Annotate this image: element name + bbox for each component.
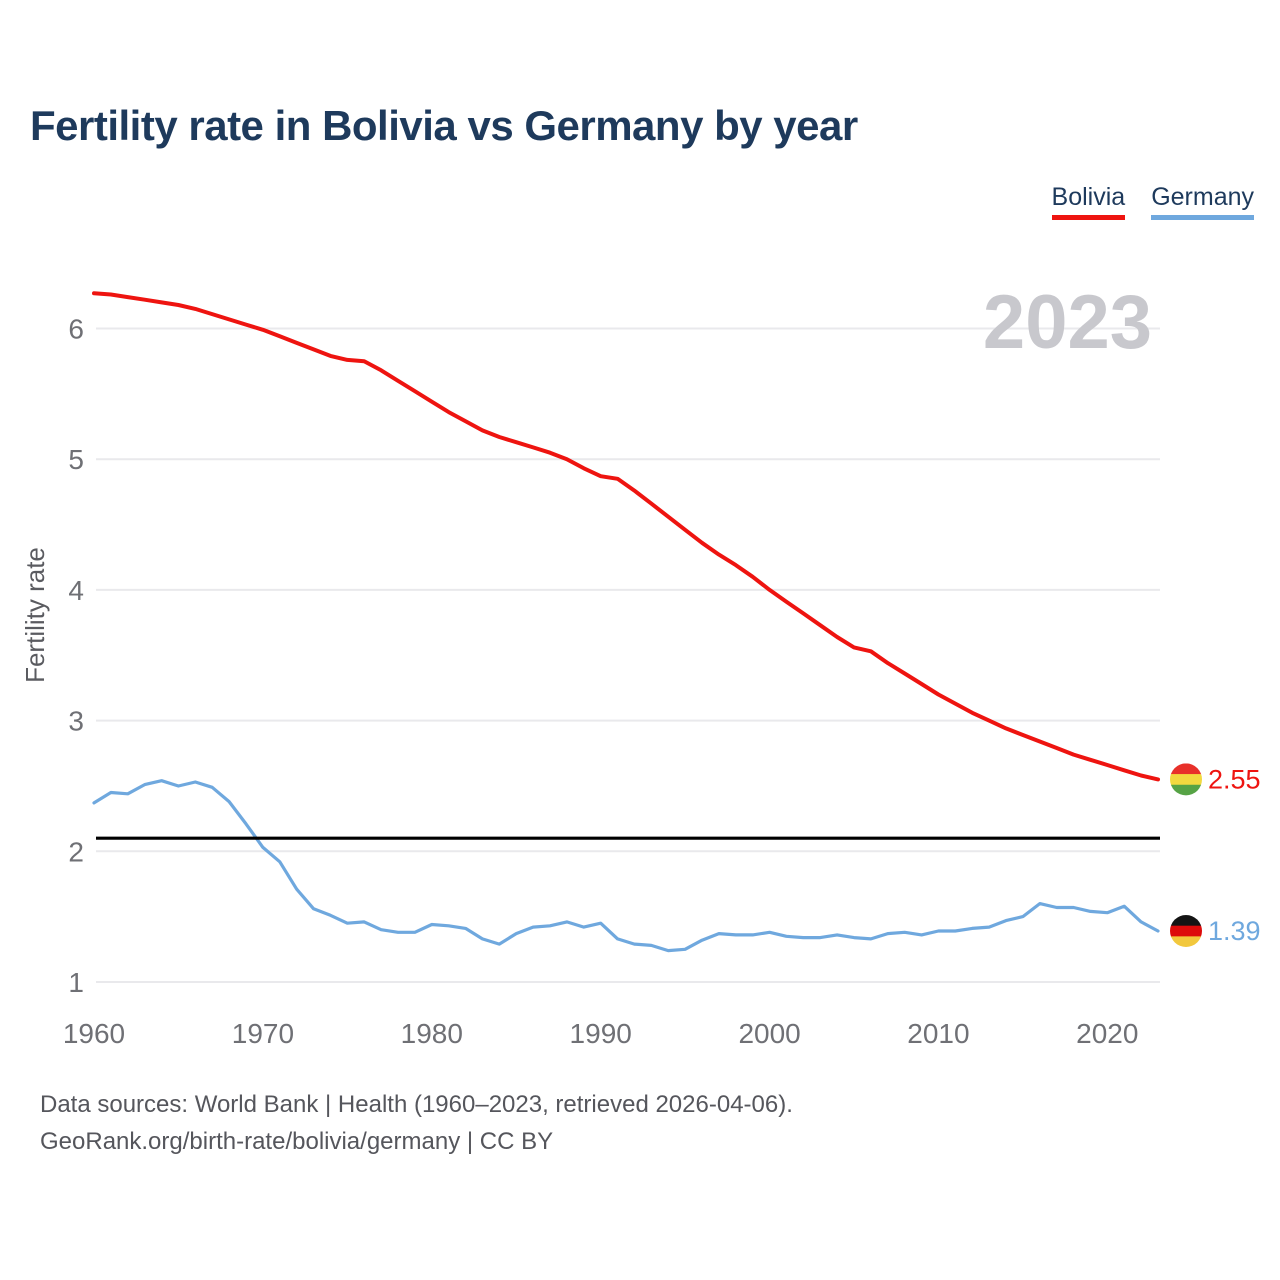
watermark-year: 2023 bbox=[983, 280, 1152, 365]
bolivia-flag-icon bbox=[1170, 763, 1202, 796]
x-tick-label-2000: 2000 bbox=[738, 1018, 800, 1049]
legend-item-germany[interactable]: Germany bbox=[1151, 183, 1254, 220]
y-tick-label-5: 5 bbox=[68, 444, 84, 475]
chart-title: Fertility rate in Bolivia vs Germany by … bbox=[30, 102, 858, 149]
x-tick-label-1980: 1980 bbox=[401, 1018, 463, 1049]
x-tick-label-2020: 2020 bbox=[1076, 1018, 1138, 1049]
x-tick-label-1990: 1990 bbox=[570, 1018, 632, 1049]
y-tick-label-4: 4 bbox=[68, 575, 84, 606]
y-tick-label-3: 3 bbox=[68, 706, 84, 737]
germany-flag-icon bbox=[1170, 915, 1202, 947]
legend-label-germany: Germany bbox=[1151, 183, 1254, 211]
legend: Bolivia Germany bbox=[1051, 183, 1254, 220]
footer: Data sources: World Bank | Health (1960–… bbox=[40, 1086, 793, 1160]
germany-line[interactable] bbox=[92, 779, 1160, 953]
footer-sources-line: Data sources: World Bank | Health (1960–… bbox=[40, 1091, 793, 1118]
x-tick-label-1960: 1960 bbox=[63, 1018, 125, 1049]
y-tick-label-6: 6 bbox=[68, 314, 84, 345]
y-tick-label-1: 1 bbox=[68, 967, 84, 998]
germany-end-value: 1.39 bbox=[1208, 916, 1261, 946]
bolivia-end-value: 2.55 bbox=[1208, 764, 1261, 794]
legend-item-bolivia[interactable]: Bolivia bbox=[1051, 183, 1126, 220]
footer-attribution-line: GeoRank.org/birth-rate/bolivia/germany |… bbox=[40, 1128, 554, 1155]
y-axis-title: Fertility rate bbox=[20, 547, 50, 683]
x-tick-label-1970: 1970 bbox=[232, 1018, 294, 1049]
x-tick-label-2010: 2010 bbox=[907, 1018, 969, 1049]
bolivia-line[interactable] bbox=[92, 291, 1160, 782]
y-tick-label-2: 2 bbox=[68, 836, 84, 867]
legend-label-bolivia: Bolivia bbox=[1051, 183, 1126, 211]
